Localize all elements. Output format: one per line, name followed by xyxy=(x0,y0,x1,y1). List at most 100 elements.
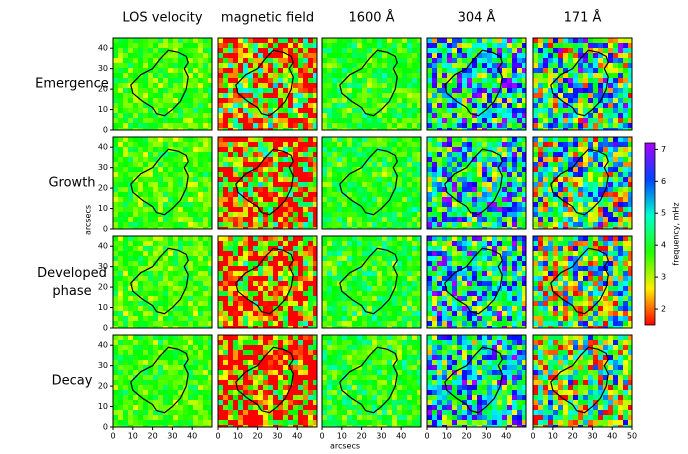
map-cell xyxy=(243,415,248,420)
map-cell xyxy=(148,370,153,375)
map-cell xyxy=(248,93,253,98)
map-cell xyxy=(283,108,288,113)
map-cell xyxy=(208,152,212,157)
map-cell xyxy=(412,73,417,78)
map-cell xyxy=(387,187,392,192)
map-cell xyxy=(208,251,212,256)
map-cell xyxy=(208,360,212,365)
map-cell xyxy=(342,63,347,68)
map-cell xyxy=(273,167,278,172)
map-cell xyxy=(198,286,203,291)
map-cell xyxy=(442,108,447,113)
map-cell xyxy=(402,271,407,276)
map-cell xyxy=(203,246,208,251)
map-cell xyxy=(347,365,352,370)
map-cell xyxy=(372,345,377,350)
map-cell xyxy=(198,241,203,246)
map-cell xyxy=(178,172,183,177)
map-cell xyxy=(248,340,253,345)
map-cell xyxy=(467,68,472,73)
map-cell xyxy=(198,63,203,68)
map-cell xyxy=(367,192,372,197)
map-cell xyxy=(138,63,143,68)
map-cell xyxy=(158,350,163,355)
map-cell xyxy=(158,340,163,345)
map-cell xyxy=(158,78,163,83)
map-cell xyxy=(337,306,342,311)
map-cell xyxy=(143,236,148,241)
map-cell xyxy=(253,360,258,365)
map-cell xyxy=(337,395,342,400)
map-cell xyxy=(278,415,283,420)
map-cell xyxy=(352,296,357,301)
map-cell xyxy=(173,182,178,187)
map-cell xyxy=(183,63,188,68)
map-cell xyxy=(273,316,278,321)
map-cell xyxy=(357,296,362,301)
map-cell xyxy=(248,425,253,427)
map-cell xyxy=(322,217,327,222)
map-cell xyxy=(357,182,362,187)
map-cell xyxy=(208,385,212,390)
map-cell xyxy=(188,316,193,321)
map-cell xyxy=(158,286,163,291)
map-cell xyxy=(283,187,288,192)
map-cell xyxy=(332,142,337,147)
map-cell xyxy=(392,192,397,197)
map-cell xyxy=(113,162,118,167)
map-cell xyxy=(417,256,421,261)
map-cell xyxy=(298,311,303,316)
map-cell xyxy=(352,227,357,229)
map-cell xyxy=(123,380,128,385)
map-cell xyxy=(387,63,392,68)
map-cell xyxy=(218,212,223,217)
map-cell xyxy=(273,63,278,68)
map-cell xyxy=(133,395,138,400)
map-cell xyxy=(392,400,397,405)
map-cell xyxy=(193,137,198,142)
map-cell xyxy=(377,410,382,415)
map-cell xyxy=(362,172,367,177)
map-cell xyxy=(168,227,173,229)
map-cell xyxy=(193,405,198,410)
map-cell xyxy=(352,276,357,281)
map-cell xyxy=(417,152,421,157)
map-cell xyxy=(233,420,238,425)
map-cell xyxy=(342,222,347,227)
map-cell xyxy=(298,301,303,306)
map-cell xyxy=(148,266,153,271)
map-cell xyxy=(447,58,452,63)
map-cell xyxy=(457,113,462,118)
map-cell xyxy=(288,256,293,261)
map-cell xyxy=(507,68,512,73)
map-cell xyxy=(263,152,268,157)
map-cell xyxy=(118,296,123,301)
map-cell xyxy=(208,157,212,162)
map-cell xyxy=(123,306,128,311)
map-cell xyxy=(397,187,402,192)
map-cell xyxy=(417,202,421,207)
map-cell xyxy=(173,281,178,286)
map-cell xyxy=(367,321,372,326)
map-cell xyxy=(372,192,377,197)
map-cell xyxy=(392,202,397,207)
map-cell xyxy=(313,202,317,207)
map-cell xyxy=(357,53,362,58)
map-cell xyxy=(367,236,372,241)
map-cell xyxy=(208,98,212,103)
map-cell xyxy=(407,291,412,296)
map-cell xyxy=(178,162,183,167)
map-cell xyxy=(223,38,228,43)
map-cell xyxy=(382,236,387,241)
map-cell xyxy=(253,410,258,415)
map-cell xyxy=(223,157,228,162)
map-cell xyxy=(163,83,168,88)
map-cell xyxy=(362,311,367,316)
map-cell xyxy=(392,311,397,316)
map-cell xyxy=(273,118,278,123)
map-cell xyxy=(258,251,263,256)
map-cell xyxy=(263,147,268,152)
map-cell xyxy=(168,63,173,68)
map-cell xyxy=(223,108,228,113)
map-cell xyxy=(382,360,387,365)
